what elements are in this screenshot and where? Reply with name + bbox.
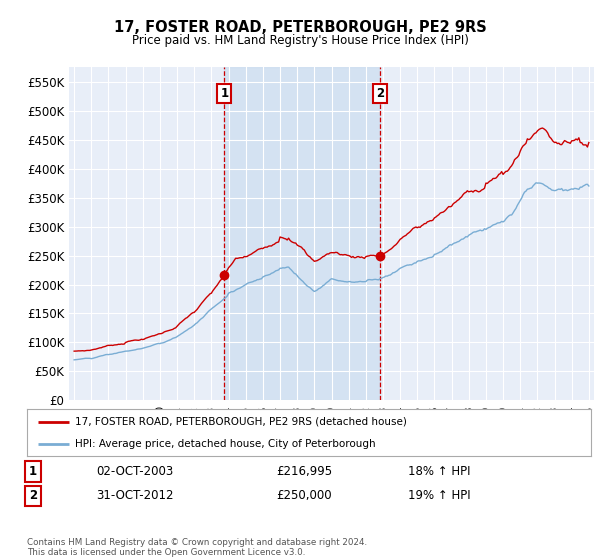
Text: £250,000: £250,000 xyxy=(276,489,332,502)
Text: 17, FOSTER ROAD, PETERBOROUGH, PE2 9RS: 17, FOSTER ROAD, PETERBOROUGH, PE2 9RS xyxy=(113,20,487,35)
Text: 17, FOSTER ROAD, PETERBOROUGH, PE2 9RS (detached house): 17, FOSTER ROAD, PETERBOROUGH, PE2 9RS (… xyxy=(75,417,407,427)
Text: 2: 2 xyxy=(376,87,384,100)
Text: 18% ↑ HPI: 18% ↑ HPI xyxy=(408,465,470,478)
Text: £216,995: £216,995 xyxy=(276,465,332,478)
Text: 31-OCT-2012: 31-OCT-2012 xyxy=(96,489,173,502)
Text: 02-OCT-2003: 02-OCT-2003 xyxy=(96,465,173,478)
Text: HPI: Average price, detached house, City of Peterborough: HPI: Average price, detached house, City… xyxy=(75,438,376,449)
Text: Contains HM Land Registry data © Crown copyright and database right 2024.
This d: Contains HM Land Registry data © Crown c… xyxy=(27,538,367,557)
Text: 2: 2 xyxy=(29,489,37,502)
Text: 1: 1 xyxy=(220,87,229,100)
Bar xyxy=(224,67,380,400)
Text: 19% ↑ HPI: 19% ↑ HPI xyxy=(408,489,470,502)
Text: Price paid vs. HM Land Registry's House Price Index (HPI): Price paid vs. HM Land Registry's House … xyxy=(131,34,469,46)
Text: 1: 1 xyxy=(29,465,37,478)
